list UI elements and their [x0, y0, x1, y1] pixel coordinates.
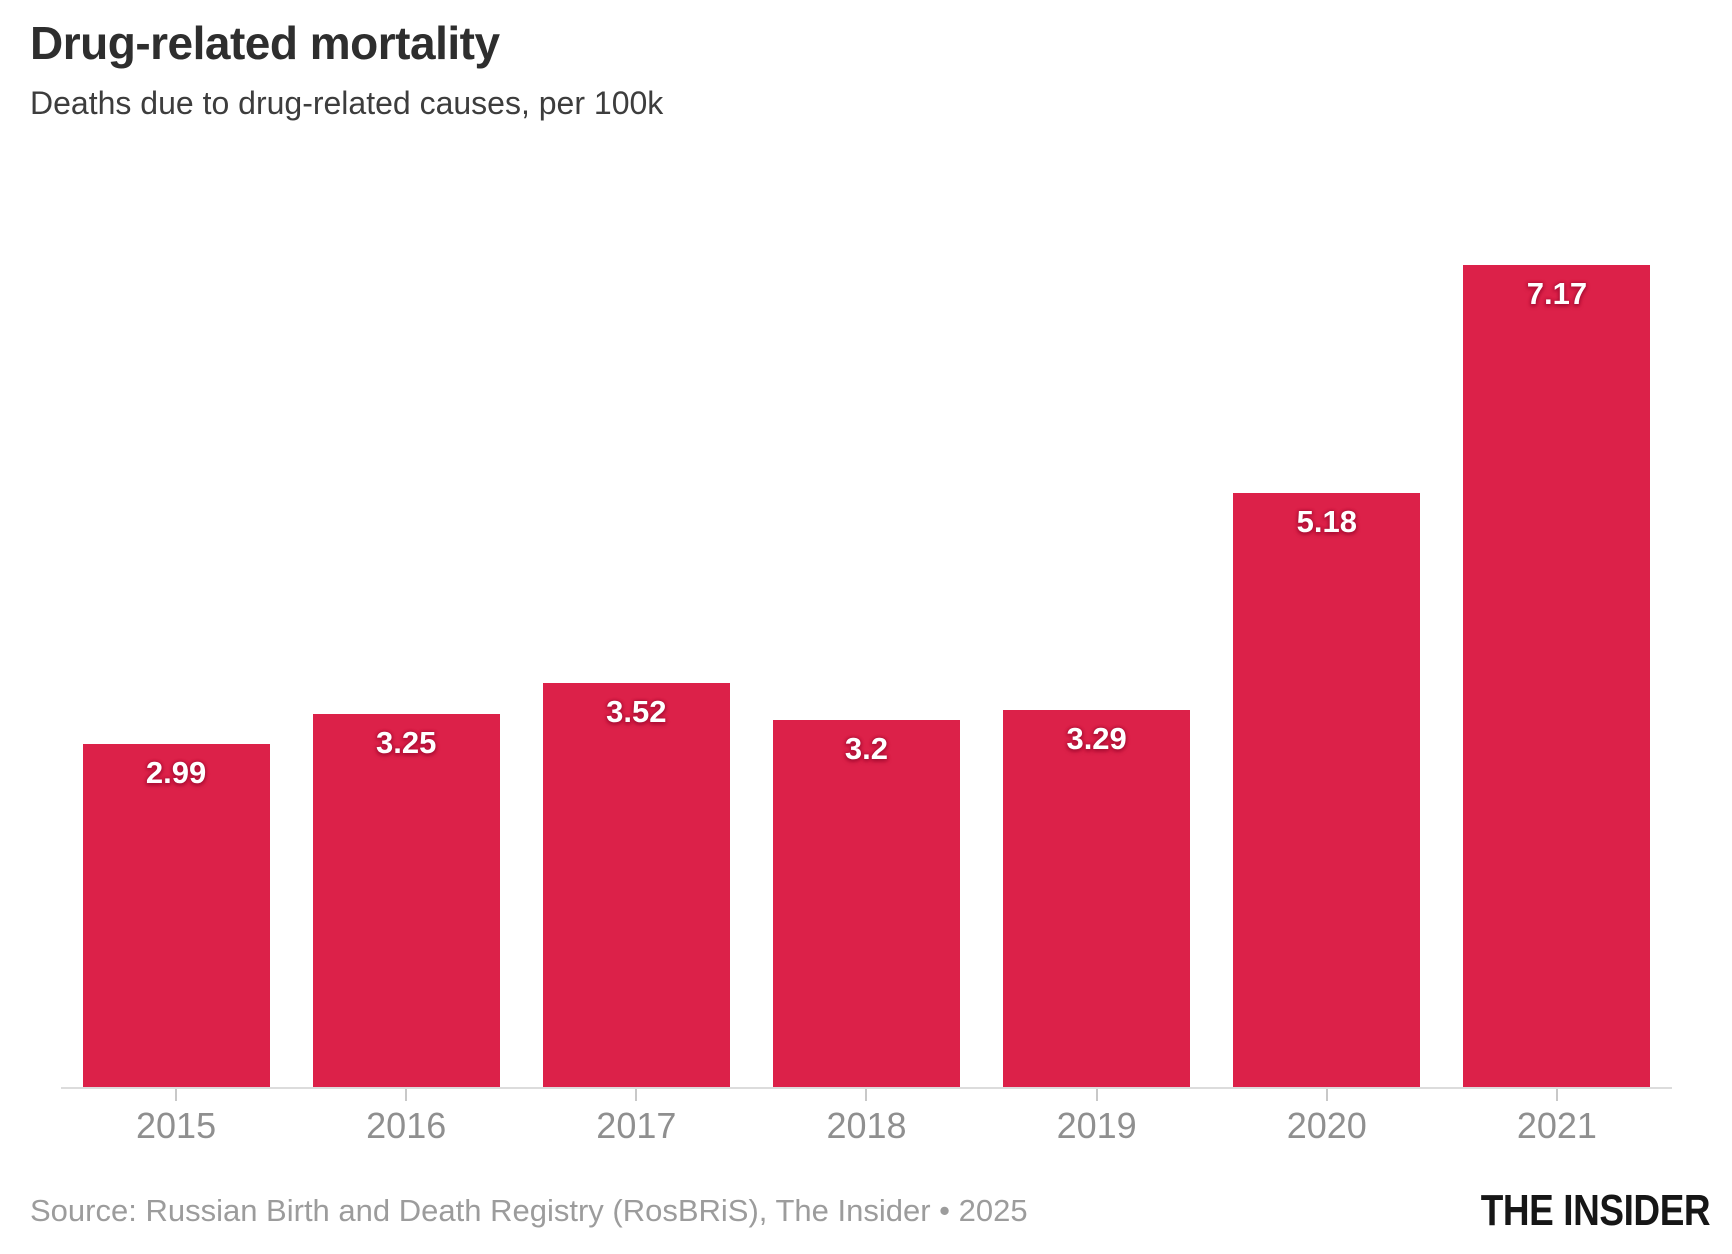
x-axis-tick: [1325, 1088, 1328, 1101]
x-axis-tick: [1095, 1088, 1098, 1101]
chart-footer: Source: Russian Birth and Death Registry…: [0, 1186, 1732, 1236]
x-axis-category: 2019: [982, 1088, 1212, 1146]
bar-column-2019: 3.29: [982, 170, 1212, 1087]
x-axis-label: 2020: [1286, 1104, 1367, 1146]
x-axis-category: 2016: [291, 1088, 521, 1146]
bar-value-label: 3.29: [1066, 720, 1127, 756]
chart-title: Drug-related mortality: [30, 17, 500, 69]
the-insider-logo: THE INSIDER: [1480, 1185, 1711, 1235]
bar-column-2020: 5.18: [1212, 170, 1442, 1087]
bar-value-label: 2.99: [145, 754, 207, 790]
bar-value-label: 3.25: [376, 725, 437, 761]
x-axis-tick: [635, 1088, 638, 1101]
x-axis-category: 2015: [61, 1088, 291, 1146]
bar-chart-plot-area: 2.99 3.25 3.52 3.2 3.29 5.18 7.17: [61, 170, 1672, 1089]
x-axis-label: 2018: [826, 1104, 907, 1146]
x-axis-tick: [865, 1088, 868, 1101]
x-axis-label: 2017: [596, 1104, 677, 1146]
source-note: Source: Russian Birth and Death Registry…: [30, 1193, 1028, 1229]
x-axis-label: 2016: [366, 1104, 447, 1146]
bar-2017: 3.52: [542, 683, 730, 1087]
bar-2018: 3.2: [772, 719, 961, 1087]
bar-value-label: 3.52: [606, 694, 667, 730]
bar-column-2016: 3.25: [291, 170, 521, 1087]
bar-value-label: 5.18: [1296, 503, 1357, 539]
x-axis-label: 2019: [1056, 1104, 1137, 1146]
chart-header: Drug-related mortality Deaths due to dru…: [0, 0, 1732, 122]
chart-subtitle: Deaths due to drug-related causes, per 1…: [30, 84, 664, 121]
x-axis-label: 2021: [1516, 1104, 1597, 1146]
x-axis-tick: [405, 1088, 408, 1101]
plot-columns: 2.99 3.25 3.52 3.2 3.29 5.18 7.17: [61, 170, 1672, 1087]
bar-column-2018: 3.2: [751, 170, 981, 1087]
x-axis-category: 2018: [751, 1088, 981, 1146]
x-axis-label: 2015: [136, 1104, 217, 1146]
bar-column-2015: 2.99: [61, 170, 291, 1087]
bar-column-2017: 3.52: [521, 170, 751, 1087]
x-axis-tick: [175, 1088, 178, 1101]
x-axis-category: 2017: [521, 1088, 751, 1146]
bar-2019: 3.29: [1003, 709, 1191, 1087]
bar-2021: 7.17: [1463, 264, 1651, 1087]
bar-column-2021: 7.17: [1442, 170, 1672, 1087]
bar-value-label: 3.2: [844, 730, 889, 766]
x-axis-tick: [1555, 1088, 1558, 1101]
bar-2015: 2.99: [82, 743, 270, 1087]
x-axis-category: 2021: [1442, 1088, 1672, 1146]
x-axis: 2015 2016 2017 2018 2019 2020 2021: [61, 1088, 1672, 1146]
bar-2016: 3.25: [312, 714, 500, 1087]
bar-2020: 5.18: [1233, 492, 1421, 1087]
x-axis-category: 2020: [1212, 1088, 1442, 1146]
bar-value-label: 7.17: [1526, 275, 1588, 311]
